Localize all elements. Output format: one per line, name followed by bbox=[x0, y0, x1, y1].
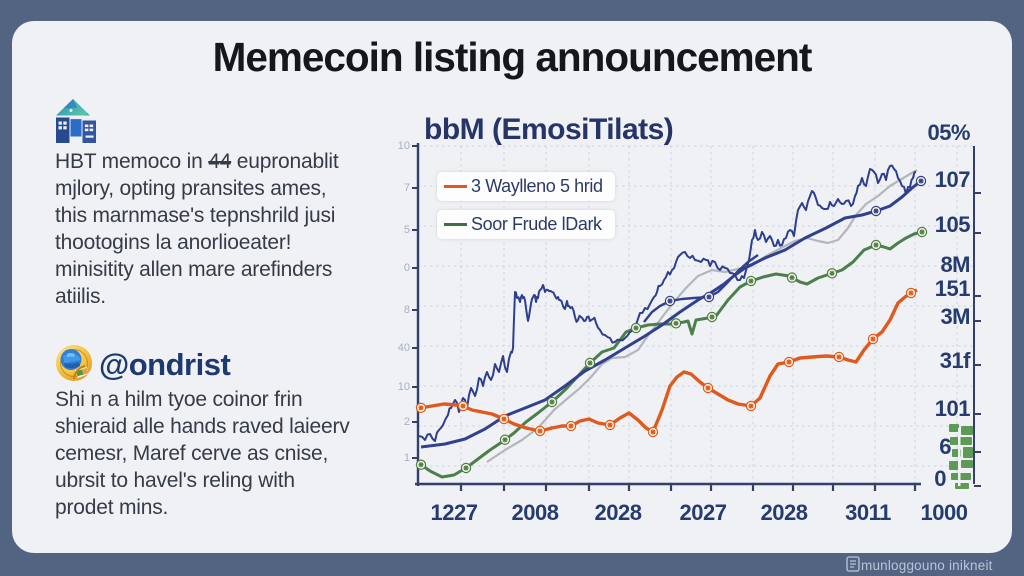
svg-text:7: 7 bbox=[404, 182, 410, 194]
svg-text:1: 1 bbox=[404, 452, 410, 464]
svg-text:40: 40 bbox=[398, 342, 410, 354]
svg-text:5: 5 bbox=[404, 224, 410, 236]
svg-text:0: 0 bbox=[404, 262, 410, 274]
svg-text:8: 8 bbox=[404, 304, 410, 316]
svg-text:2: 2 bbox=[404, 416, 410, 428]
svg-text:10: 10 bbox=[398, 381, 410, 393]
svg-text:10: 10 bbox=[398, 140, 410, 152]
